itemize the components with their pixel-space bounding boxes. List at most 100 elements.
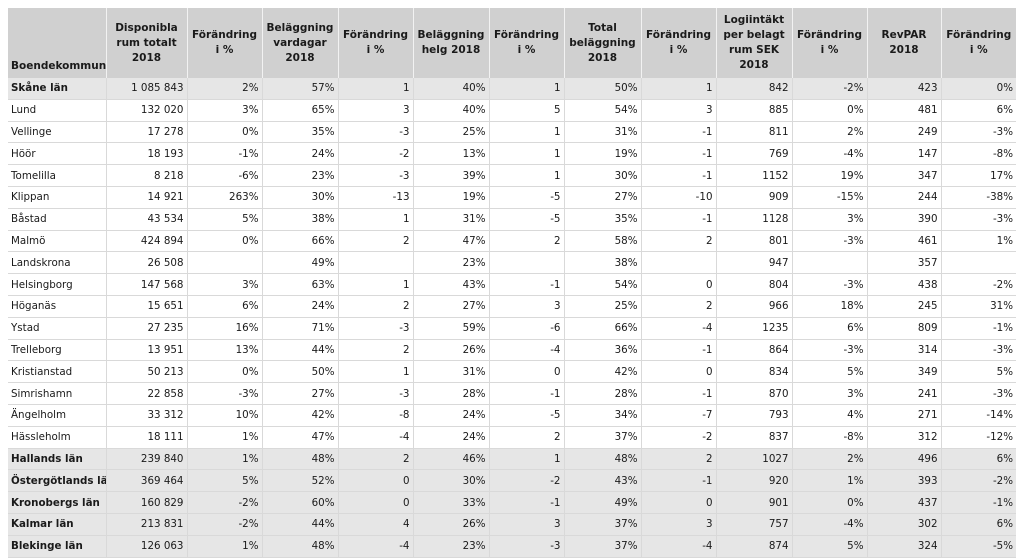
table-cell: 2% (791, 121, 867, 144)
row-label: Ystad (8, 317, 106, 340)
table-cell: 27% (412, 295, 489, 318)
table-cell: 804 (715, 273, 792, 296)
table-cell: 1 (488, 121, 564, 144)
table-cell: 1% (186, 448, 262, 471)
table-cell: -8 (337, 404, 413, 427)
table-cell (186, 251, 262, 275)
table-cell: -14% (940, 404, 1016, 427)
table-cell: 38% (261, 208, 338, 231)
table-cell: 24% (412, 426, 489, 449)
table-cell: -3% (791, 230, 867, 253)
table-cell: 249 (866, 121, 941, 144)
table-body: Skåne län 1 085 843 2% 57% 1 40% 1 50% 1 842 -2% 42… (8, 78, 1016, 558)
table-cell: 33% (412, 491, 489, 514)
table-cell: 42% (261, 404, 338, 427)
column-header: Beläggning vardagar 2018 (261, 8, 338, 78)
table-cell: 3% (791, 208, 867, 231)
table-cell: 324 (866, 535, 941, 558)
table-cell: 17% (940, 164, 1016, 187)
table-cell: 40% (412, 78, 489, 100)
table-cell: 50% (563, 78, 641, 100)
column-header: Förändring i % (488, 8, 564, 78)
table-cell: 49% (261, 251, 338, 275)
table-cell: 24% (261, 142, 338, 166)
table-cell: 809 (866, 317, 941, 340)
table-cell: -3% (940, 339, 1016, 362)
row-label: Kalmar län (8, 513, 106, 536)
table-cell: 1% (940, 230, 1016, 253)
table-cell: 50% (261, 360, 338, 384)
table-row: Trelleborg 13 951 13% 44% 2 26% -4 36% -1 864 -3% 3… (8, 339, 1016, 362)
table-cell: -7 (640, 404, 716, 427)
column-header: Förändring i % (186, 8, 262, 78)
table-row: Helsingborg 147 568 3% 63% 1 43% -1 54% 0 804 -3% 4… (8, 273, 1016, 296)
column-header: Förändring i % (640, 8, 716, 78)
table-cell: 312 (866, 426, 941, 449)
table-cell: 811 (715, 121, 792, 144)
column-header-municipality: Boendekommun (8, 8, 106, 78)
table-cell: 1 (488, 164, 564, 187)
table-cell: 874 (715, 535, 792, 558)
table-cell: 30% (563, 164, 641, 187)
table-cell: 834 (715, 360, 792, 384)
table-cell: 1027 (715, 448, 792, 471)
table-cell: 349 (866, 360, 941, 384)
table-cell: 147 568 (105, 273, 187, 296)
table-cell: 28% (412, 382, 489, 405)
table-cell: 2 (640, 230, 716, 253)
table-cell: 2% (186, 78, 262, 100)
table-cell: 31% (412, 360, 489, 384)
table-cell: 13% (186, 339, 262, 362)
table-cell: -15% (791, 186, 867, 209)
table-cell: 132 020 (105, 99, 187, 122)
row-label: Simrishamn (8, 382, 106, 405)
table-cell: 17 278 (105, 121, 187, 144)
row-label: Trelleborg (8, 339, 106, 362)
table-cell: 22 858 (105, 382, 187, 405)
table-row: Malmö 424 894 0% 66% 2 47% 2 58% 2 801 -3% 461 1% (8, 230, 1016, 253)
row-label: Ängelholm (8, 404, 106, 427)
table-cell (640, 251, 716, 275)
table-cell: 0 (640, 491, 716, 514)
table-row-region: Östergötlands län 369 464 5% 52% 0 30% -2 43% -1… (8, 469, 1016, 493)
table-cell (488, 251, 564, 275)
table-cell: 54% (563, 99, 641, 122)
table-cell: 47% (412, 230, 489, 253)
table-row: Simrishamn 22 858 -3% 27% -3 28% -1 28% -1 870 3% 2… (8, 382, 1016, 405)
table-cell: 244 (866, 186, 941, 209)
table-cell: 390 (866, 208, 941, 231)
table-row: Ängelholm 33 312 10% 42% -8 24% -5 34% -7 793 4% 27… (8, 404, 1016, 427)
row-label: Helsingborg (8, 273, 106, 296)
table-cell: 6% (791, 317, 867, 340)
table-cell: 47% (261, 426, 338, 449)
table-cell: -12% (940, 426, 1016, 449)
table-cell: 1 (337, 360, 413, 384)
table-cell: -13 (337, 186, 413, 209)
table-cell: -2 (640, 426, 716, 449)
table-cell: -1% (186, 142, 262, 166)
table-cell: -6 (488, 317, 564, 340)
table-cell: 52% (261, 469, 338, 493)
table-cell: 3 (488, 513, 564, 536)
table-cell: 0 (488, 360, 564, 384)
row-label: Hässleholm (8, 426, 106, 449)
table-cell: 4 (337, 513, 413, 536)
table-cell: 28% (563, 382, 641, 405)
table-cell: -5 (488, 404, 564, 427)
table-cell: 0% (186, 121, 262, 144)
table-cell: 27 235 (105, 317, 187, 340)
table-cell: 357 (866, 251, 941, 275)
table-cell: 31% (563, 121, 641, 144)
table-cell: 126 063 (105, 535, 187, 558)
table-cell: 60% (261, 491, 338, 514)
table-cell: -3 (337, 121, 413, 144)
table-cell: 271 (866, 404, 941, 427)
table-cell: 0 (337, 469, 413, 493)
table-cell: 0% (791, 491, 867, 514)
table-cell: 5% (791, 535, 867, 558)
row-label: Klippan (8, 186, 106, 209)
table-cell: 26% (412, 513, 489, 536)
table-cell: 347 (866, 164, 941, 187)
row-label: Hallands län (8, 448, 106, 471)
table-cell: 27% (563, 186, 641, 209)
